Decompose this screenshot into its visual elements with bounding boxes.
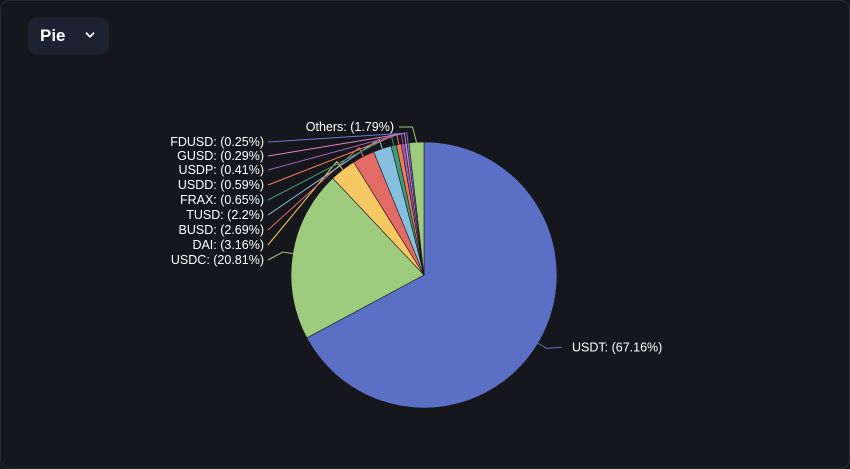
pie-label-usdt: USDT: (67.16%) [572, 340, 662, 354]
pie-label-frax: FRAX: (0.65%) [180, 193, 264, 207]
pie-label-gusd: GUSD: (0.29%) [177, 149, 264, 163]
pie-leader-others [399, 126, 418, 143]
pie-label-usdp: USDP: (0.41%) [179, 163, 264, 177]
chevron-down-icon[interactable] [84, 29, 96, 41]
pie-slice-usdc[interactable] [290, 177, 425, 339]
pie-label-usdd: USDD: (0.59%) [178, 178, 264, 192]
pie-leader-usdc [267, 251, 293, 261]
chart-type-label: Pie [40, 26, 66, 45]
pie-label-dai: DAI: (3.16%) [192, 238, 264, 252]
pie-slice-usdt[interactable] [306, 141, 558, 409]
pie-label-tusd: TUSD: (2.2%) [186, 208, 264, 222]
pie-label-busd: BUSD: (2.69%) [179, 223, 264, 237]
pie-label-others: Others: (1.79%) [306, 120, 394, 134]
pie-leader-usdt [537, 342, 563, 349]
pie-leader-tusd [267, 138, 383, 216]
pie-leader-dai [267, 160, 344, 246]
pie-label-fdusd: FDUSD: (0.25%) [170, 135, 264, 149]
chart-type-select[interactable]: Pie [28, 17, 109, 55]
pie-leader-fdusd [267, 132, 409, 144]
pie-label-usdc: USDC: (20.81%) [171, 253, 264, 267]
pie-leader-busd [267, 146, 364, 231]
